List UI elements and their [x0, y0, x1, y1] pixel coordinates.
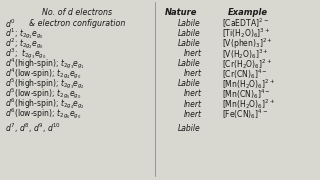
- Text: [Mn(H$_2$O)$_6$]$^{2+}$: [Mn(H$_2$O)$_6$]$^{2+}$: [222, 97, 276, 111]
- Text: Inert: Inert: [184, 110, 202, 119]
- Text: $d^7$, $d^8$, $d^9$, $d^{10}$: $d^7$, $d^8$, $d^9$, $d^{10}$: [5, 122, 61, 135]
- Text: $d^2$; $t_{2g_2}e_{g_0}$: $d^2$; $t_{2g_2}e_{g_0}$: [5, 36, 44, 51]
- Text: [Cr(CN)$_6$]$^{4-}$: [Cr(CN)$_6$]$^{4-}$: [222, 67, 268, 81]
- Text: $d^4$(low-spin); $t_{2g_4}e_{g_0}$: $d^4$(low-spin); $t_{2g_4}e_{g_0}$: [5, 66, 81, 81]
- Text: [Mn(H$_2$O)$_6$]$^{2+}$: [Mn(H$_2$O)$_6$]$^{2+}$: [222, 77, 276, 91]
- Text: $d^0$: $d^0$: [5, 17, 15, 30]
- Text: $d^4$(high-spin); $t_{2g_3}e_{g_1}$: $d^4$(high-spin); $t_{2g_3}e_{g_1}$: [5, 57, 85, 71]
- Text: $d^1$; $t_{2g_1}e_{g_0}$: $d^1$; $t_{2g_1}e_{g_0}$: [5, 26, 44, 41]
- Text: Labile: Labile: [178, 79, 200, 88]
- Text: [V(H$_2$O)$_6$]$^{3+}$: [V(H$_2$O)$_6$]$^{3+}$: [222, 47, 269, 61]
- Text: [CaEDTA]$^{2-}$: [CaEDTA]$^{2-}$: [222, 17, 269, 30]
- Text: Inert: Inert: [184, 89, 202, 98]
- Text: [Cr(H$_2$O)$_6$]$^{2+}$: [Cr(H$_2$O)$_6$]$^{2+}$: [222, 57, 272, 71]
- Text: Example: Example: [228, 8, 268, 17]
- Text: Labile: Labile: [178, 29, 200, 38]
- Text: Inert: Inert: [184, 100, 202, 109]
- Text: $d^5$(low-spin); $t_{2g_5}e_{g_0}$: $d^5$(low-spin); $t_{2g_5}e_{g_0}$: [5, 87, 81, 101]
- Text: Labile: Labile: [178, 39, 200, 48]
- Text: No. of d electrons
& electron configuration: No. of d electrons & electron configurat…: [28, 8, 125, 28]
- Text: Labile: Labile: [178, 19, 200, 28]
- Text: Inert: Inert: [184, 49, 202, 58]
- Text: $d^6$(high-spin); $t_{2g_4}e_{g_2}$: $d^6$(high-spin); $t_{2g_4}e_{g_2}$: [5, 97, 85, 111]
- Text: Labile: Labile: [178, 59, 200, 68]
- Text: $d^5$(high-spin); $t_{2g_3}e_{g_2}$: $d^5$(high-spin); $t_{2g_3}e_{g_2}$: [5, 76, 85, 91]
- Text: [V(phen)$_3$]$^{2+}$: [V(phen)$_3$]$^{2+}$: [222, 36, 273, 51]
- Text: Labile: Labile: [178, 124, 200, 133]
- Text: $d^3$;  $t_{2g_3}e_{g_0}$: $d^3$; $t_{2g_3}e_{g_0}$: [5, 46, 46, 61]
- Text: [Ti(H$_2$O)$_6$]$^{3+}$: [Ti(H$_2$O)$_6$]$^{3+}$: [222, 26, 271, 40]
- Text: [Fe(CN)$_6$]$^{4-}$: [Fe(CN)$_6$]$^{4-}$: [222, 107, 268, 121]
- Text: Nature: Nature: [164, 8, 197, 17]
- Text: Inert: Inert: [184, 69, 202, 78]
- Text: [Mn(CN)$_6$]$^{4-}$: [Mn(CN)$_6$]$^{4-}$: [222, 87, 271, 101]
- Text: $d^6$(low-spin); $t_{2g_6}e_{g_0}$: $d^6$(low-spin); $t_{2g_6}e_{g_0}$: [5, 107, 81, 122]
